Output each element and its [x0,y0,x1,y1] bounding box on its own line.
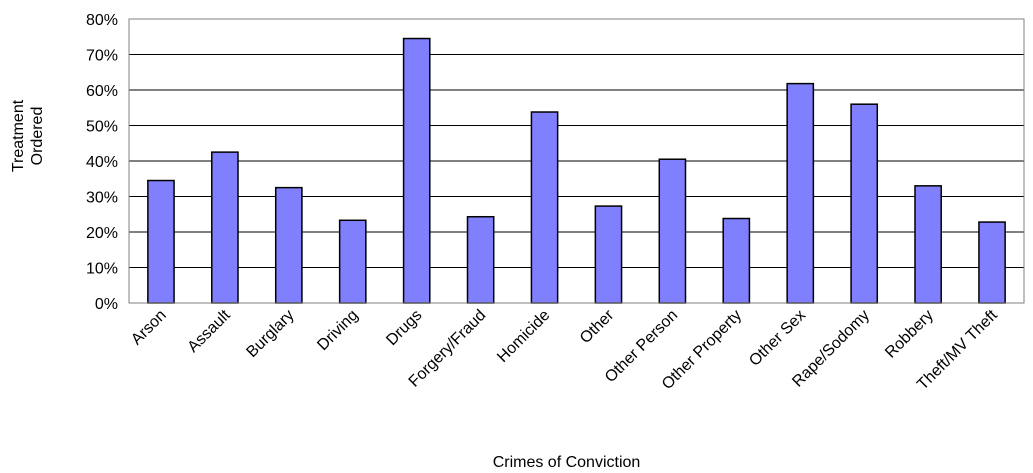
bar-robbery [914,185,942,304]
y-tick-label: 20% [86,225,118,242]
bar-other-sex [786,82,815,304]
y-tick-label: 70% [86,48,118,65]
x-tick-label: Burglary [244,307,298,361]
y-tick-label: 30% [86,190,118,207]
bar-forgery-fraud [466,215,495,304]
x-tick-label: Other Sex [746,307,809,370]
x-tick-label: Robbery [882,307,937,362]
y-axis-tick-labels: 0% 10% 20% 30% 40% 50% 60% 70% 80% [86,12,118,313]
x-tick-label: Homicide [494,307,553,366]
x-axis-tick-labels: Arson Assault Burglary Driving DrugsForgery/… [128,306,1001,393]
x-axis-title: Crimes of Conviction [493,454,641,471]
bar-drugs [402,37,431,304]
y-axis-title-line-2: Ordered [29,107,46,166]
bars [147,37,1006,304]
bar-other [594,205,623,304]
y-tick-label: 40% [86,154,118,171]
x-tick-label: Driving [314,307,361,354]
bar-arson [147,179,175,304]
x-tick-label: Arson [128,307,170,349]
bar-theft-mv-theft [978,221,1006,304]
x-tick-label: Other [577,306,618,347]
y-tick-label: 50% [86,119,118,136]
bar-homicide [530,111,559,304]
y-tick-label: 80% [86,12,118,29]
y-tick-label: 10% [86,261,118,278]
bar-rape-sodomy [850,103,879,304]
bar-assault [211,151,239,304]
y-tick-label: 60% [86,83,118,100]
x-tick-label: Drugs [383,307,425,349]
bar-burglary [274,186,303,304]
y-axis-title-line-1: Treatment [10,99,27,172]
plot-area-frame [128,18,1025,304]
x-tick-label: Assault [185,306,235,356]
bar-other-person [658,158,687,304]
bar-other-property [722,217,751,304]
bar-driving [338,219,367,304]
y-tick-label: 0% [95,296,118,313]
gridlines [129,54,1024,268]
